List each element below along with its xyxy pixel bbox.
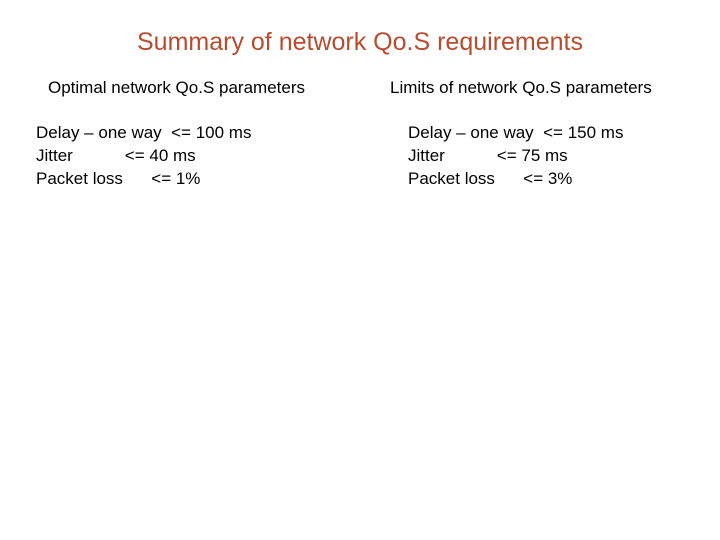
param-row: Jitter <= 75 ms: [408, 145, 720, 168]
optimal-heading: Optimal network Qo.S parameters: [48, 78, 360, 98]
page-title: Summary of network Qo.S requirements: [0, 28, 720, 57]
limits-params: Delay – one way <= 150 ms Jitter <= 75 m…: [408, 122, 720, 191]
limits-heading: Limits of network Qo.S parameters: [390, 78, 720, 98]
param-row: Delay – one way <= 150 ms: [408, 122, 720, 145]
param-row: Delay – one way <= 100 ms: [36, 122, 360, 145]
param-row: Packet loss <= 1%: [36, 168, 360, 191]
param-row: Jitter <= 40 ms: [36, 145, 360, 168]
optimal-params: Delay – one way <= 100 ms Jitter <= 40 m…: [36, 122, 360, 191]
optimal-column: Optimal network Qo.S parameters Delay – …: [0, 78, 360, 191]
param-row: Packet loss <= 3%: [408, 168, 720, 191]
limits-column: Limits of network Qo.S parameters Delay …: [360, 78, 720, 191]
columns-container: Optimal network Qo.S parameters Delay – …: [0, 78, 720, 191]
